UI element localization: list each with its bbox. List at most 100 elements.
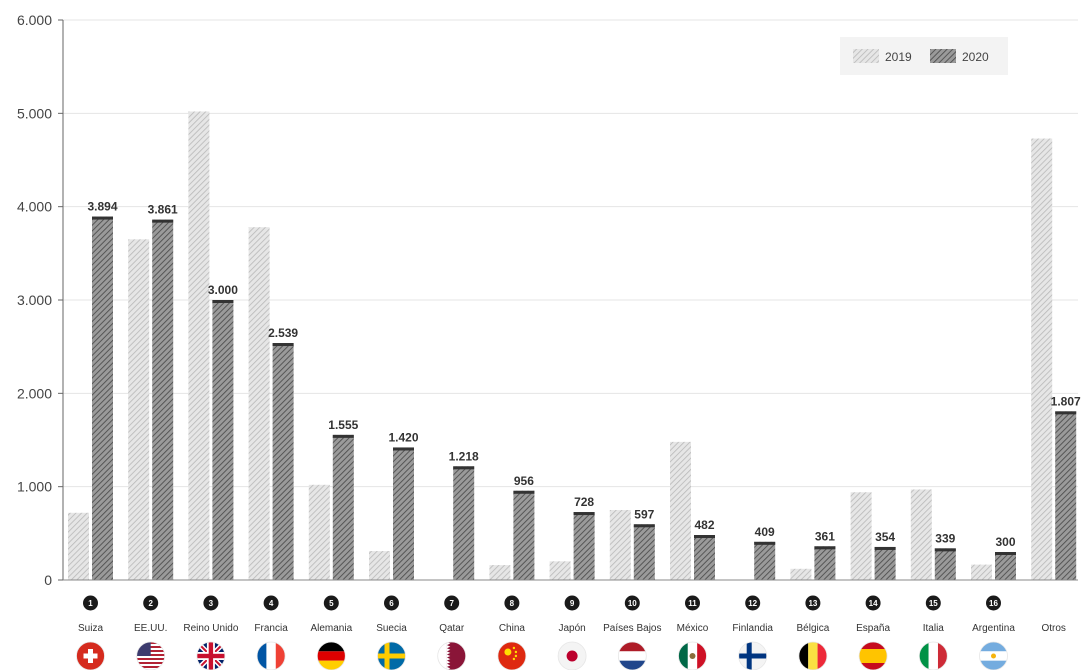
japan-flag xyxy=(557,641,587,670)
rank-number: 12 xyxy=(748,599,757,608)
bar-2020-cap xyxy=(272,343,294,347)
x-tick-label: China xyxy=(499,623,526,634)
y-tick-label: 3.000 xyxy=(17,292,52,308)
rank-number: 13 xyxy=(808,599,817,608)
bar-2020-12 xyxy=(814,546,836,580)
spain-flag xyxy=(858,641,888,670)
value-label-2020: 339 xyxy=(935,531,955,545)
bar-2020-9 xyxy=(633,524,655,580)
rank-badge xyxy=(805,595,821,611)
sweden-flag xyxy=(377,641,406,670)
bar-2019-4 xyxy=(308,484,330,580)
rank-badge xyxy=(143,595,159,611)
x-tick-label: Finlandia xyxy=(732,623,773,634)
value-label-2020: 728 xyxy=(574,495,594,509)
x-tick-label: Suecia xyxy=(376,623,407,634)
bar-2019-13 xyxy=(850,492,872,580)
bar-2020-1 xyxy=(152,219,174,580)
value-labels: 3.894 3.861 3.000 2.539 1.555 1.420 1.218 956 72… xyxy=(87,200,1081,549)
y-tick-label: 6.000 xyxy=(17,12,52,28)
rank-badge xyxy=(504,595,520,611)
switzerland-flag xyxy=(76,641,105,670)
rank-number: 3 xyxy=(209,599,214,608)
value-label-2020: 2.539 xyxy=(268,326,298,340)
rank-number: 15 xyxy=(929,599,938,608)
value-label-2020: 482 xyxy=(694,518,714,532)
rank-badge xyxy=(444,595,460,611)
value-label-2020: 354 xyxy=(875,530,895,544)
germany-flag xyxy=(316,641,346,670)
legend: 2019 2020 xyxy=(840,37,1008,75)
rank-badge xyxy=(986,595,1001,611)
x-tick-label: Italia xyxy=(923,623,945,634)
value-label-2020: 597 xyxy=(634,507,654,521)
rank-badge xyxy=(685,595,700,611)
value-label-2020: 409 xyxy=(755,525,775,539)
rank-badge xyxy=(83,595,98,611)
belgium-flag xyxy=(798,641,828,670)
bar-2020-15 xyxy=(995,552,1016,580)
x-tick-label: Bélgica xyxy=(796,623,829,634)
bar-2020-7 xyxy=(513,490,535,580)
y-tick-label: 2.000 xyxy=(17,385,52,401)
rank-number: 8 xyxy=(510,599,515,608)
bar-2019-16 xyxy=(1031,138,1053,581)
bar-2020-cap xyxy=(92,216,113,220)
bar-2019-5 xyxy=(369,551,390,580)
value-label-2020: 3.000 xyxy=(208,283,238,297)
bar-2019-2 xyxy=(188,111,210,580)
bar-2020-cap xyxy=(995,552,1016,555)
rank-number: 6 xyxy=(389,599,394,608)
bar-2019-12 xyxy=(790,568,812,580)
bar-2020-5 xyxy=(393,447,414,580)
bar-2020-cap xyxy=(694,535,715,539)
bar-2020-3 xyxy=(272,343,294,580)
y-axis: 0 1.000 2.000 3.000 4.000 5.000 6.000 xyxy=(17,12,64,588)
rank-badge xyxy=(384,595,399,611)
rank-badge xyxy=(925,595,941,611)
bar-2020-cap xyxy=(633,524,655,528)
x-tick-label: EE.UU. xyxy=(134,623,167,634)
bar-2020-cap xyxy=(513,490,535,494)
bar-2019-15 xyxy=(971,564,992,580)
value-label-2020: 3.861 xyxy=(148,203,178,217)
finland-flag xyxy=(738,641,768,670)
value-label-2020: 1.555 xyxy=(328,418,358,432)
italy-flag xyxy=(918,641,948,670)
bars xyxy=(68,111,1077,581)
uk-flag xyxy=(196,641,226,670)
qatar-flag xyxy=(437,641,467,670)
rank-number: 1 xyxy=(88,599,93,608)
bar-2020-cap xyxy=(874,546,896,550)
value-label-2020: 1.420 xyxy=(388,430,418,444)
x-tick-label: Qatar xyxy=(439,623,465,634)
bar-2020-cap xyxy=(754,541,776,545)
bar-2019-3 xyxy=(248,227,270,580)
bar-2019-8 xyxy=(549,561,571,580)
x-tick-label: Francia xyxy=(254,623,288,634)
rank-number: 11 xyxy=(688,599,697,608)
rank-badge xyxy=(564,595,580,611)
bar-2020-8 xyxy=(573,512,595,580)
legend-label-2020: 2020 xyxy=(962,50,989,64)
rank-number: 7 xyxy=(449,599,454,608)
value-label-2020: 1.807 xyxy=(1051,394,1081,408)
bar-2019-0 xyxy=(68,512,89,580)
rank-number: 9 xyxy=(570,599,575,608)
x-tick-label: Reino Unido xyxy=(183,623,238,634)
x-tick-label: Alemania xyxy=(310,623,352,634)
value-label-2020: 956 xyxy=(514,474,534,488)
value-label-2020: 361 xyxy=(815,529,835,543)
y-tick-label: 5.000 xyxy=(17,105,52,121)
x-tick-label: Suiza xyxy=(78,623,103,634)
y-tick-label: 4.000 xyxy=(17,199,52,215)
bar-2020-2 xyxy=(212,300,234,580)
x-tick-label: Japón xyxy=(558,623,585,634)
bar-2020-cap xyxy=(212,300,234,303)
x-tick-label: Argentina xyxy=(972,623,1015,634)
x-tick-label: Otros xyxy=(1041,623,1065,634)
bar-2020-0 xyxy=(92,216,113,580)
bar-2020-cap xyxy=(453,466,475,470)
rank-number: 4 xyxy=(269,599,274,608)
x-axis: 1 Suiza 2 EE.UU. 3 Reino Unido 4 Francia 5 Aleman… xyxy=(63,579,1078,670)
